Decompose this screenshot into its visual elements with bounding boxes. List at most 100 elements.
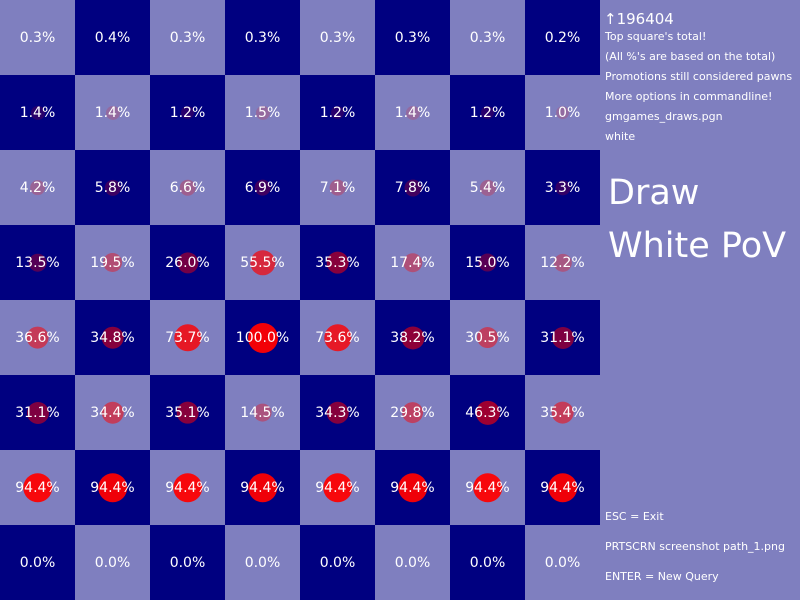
square-percentage: 5.8%: [94, 179, 131, 196]
info-line-side: white: [605, 130, 636, 143]
board-square: 0.0%: [375, 525, 450, 600]
square-percentage: 4.2%: [19, 179, 56, 196]
square-percentage: 3.3%: [544, 179, 581, 196]
top-square-total: ↑196404: [604, 10, 674, 28]
result-title: Draw: [608, 173, 700, 213]
square-percentage: 26.0%: [165, 254, 210, 271]
square-percentage: 35.1%: [165, 404, 210, 421]
square-percentage: 1.2%: [319, 104, 356, 121]
square-percentage: 55.5%: [240, 254, 285, 271]
info-line-top-square: Top square's total!: [605, 30, 707, 43]
square-percentage: 94.4%: [465, 479, 510, 496]
square-percentage: 36.6%: [15, 329, 60, 346]
board-square: 55.5%: [225, 225, 300, 300]
board-square: 0.0%: [75, 525, 150, 600]
square-percentage: 1.4%: [19, 104, 56, 121]
square-percentage: 5.4%: [469, 179, 506, 196]
square-percentage: 94.4%: [390, 479, 435, 496]
esc-exit-hint: ESC = Exit: [605, 510, 664, 523]
square-percentage: 73.6%: [315, 329, 360, 346]
square-percentage: 29.8%: [390, 404, 435, 421]
board-square: 94.4%: [0, 450, 75, 525]
board-square: 1.2%: [450, 75, 525, 150]
new-query-hint: ENTER = New Query: [605, 570, 719, 583]
square-percentage: 0.3%: [394, 29, 431, 46]
board-square: 1.4%: [75, 75, 150, 150]
info-sidebar: ↑196404 Top square's total! (All %'s are…: [600, 0, 800, 600]
board-square: 0.3%: [150, 0, 225, 75]
square-percentage: 13.5%: [15, 254, 60, 271]
board-square: 0.0%: [450, 525, 525, 600]
square-percentage: 19.5%: [90, 254, 135, 271]
square-percentage: 94.4%: [165, 479, 210, 496]
square-percentage: 0.0%: [19, 554, 56, 571]
board-square: 0.0%: [0, 525, 75, 600]
board-square: 31.1%: [525, 300, 600, 375]
square-percentage: 31.1%: [540, 329, 585, 346]
board-square: 94.4%: [225, 450, 300, 525]
board-square: 7.1%: [300, 150, 375, 225]
board-square: 38.2%: [375, 300, 450, 375]
square-percentage: 7.8%: [394, 179, 431, 196]
square-percentage: 14.5%: [240, 404, 285, 421]
board-square: 1.4%: [375, 75, 450, 150]
screenshot-hint: PRTSCRN screenshot path_1.png: [605, 540, 785, 553]
square-percentage: 35.3%: [315, 254, 360, 271]
square-percentage: 1.4%: [394, 104, 431, 121]
square-percentage: 0.0%: [394, 554, 431, 571]
square-percentage: 0.0%: [169, 554, 206, 571]
chess-heatmap-board: 0.3% 0.4% 0.3% 0.3% 0.3% 0.3% 0.3% 0.2% 1.4% 1.4%…: [0, 0, 600, 600]
square-percentage: 1.5%: [244, 104, 281, 121]
square-percentage: 0.4%: [94, 29, 131, 46]
board-square: 94.4%: [150, 450, 225, 525]
square-percentage: 34.3%: [315, 404, 360, 421]
board-square: 0.3%: [375, 0, 450, 75]
square-percentage: 1.4%: [94, 104, 131, 121]
board-square: 0.3%: [450, 0, 525, 75]
info-line-pgn-file: gmgames_draws.pgn: [605, 110, 723, 123]
board-square: 73.7%: [150, 300, 225, 375]
square-percentage: 0.0%: [244, 554, 281, 571]
square-percentage: 0.3%: [469, 29, 506, 46]
board-square: 30.5%: [450, 300, 525, 375]
board-square: 6.9%: [225, 150, 300, 225]
board-square: 34.8%: [75, 300, 150, 375]
square-percentage: 38.2%: [390, 329, 435, 346]
square-percentage: 94.4%: [315, 479, 360, 496]
square-percentage: 46.3%: [465, 404, 510, 421]
square-percentage: 31.1%: [15, 404, 60, 421]
square-percentage: 17.4%: [390, 254, 435, 271]
square-percentage: 94.4%: [15, 479, 60, 496]
board-square: 0.3%: [0, 0, 75, 75]
board-square: 1.0%: [525, 75, 600, 150]
board-square: 4.2%: [0, 150, 75, 225]
square-percentage: 94.4%: [540, 479, 585, 496]
square-percentage: 0.3%: [19, 29, 56, 46]
board-square: 0.0%: [300, 525, 375, 600]
square-percentage: 100.0%: [235, 329, 290, 346]
square-percentage: 12.2%: [540, 254, 585, 271]
info-line-promotions: Promotions still considered pawns: [605, 70, 793, 83]
board-square: 0.2%: [525, 0, 600, 75]
square-percentage: 0.2%: [544, 29, 581, 46]
board-square: 13.5%: [0, 225, 75, 300]
board-square: 94.4%: [375, 450, 450, 525]
board-square: 7.8%: [375, 150, 450, 225]
square-percentage: 35.4%: [540, 404, 585, 421]
board-square: 46.3%: [450, 375, 525, 450]
square-percentage: 34.8%: [90, 329, 135, 346]
board-square: 5.8%: [75, 150, 150, 225]
square-percentage: 0.0%: [319, 554, 356, 571]
board-square: 0.3%: [300, 0, 375, 75]
board-square: 34.3%: [300, 375, 375, 450]
square-percentage: 0.0%: [469, 554, 506, 571]
board-square: 29.8%: [375, 375, 450, 450]
board-square: 0.0%: [225, 525, 300, 600]
board-square: 3.3%: [525, 150, 600, 225]
board-square: 94.4%: [300, 450, 375, 525]
square-percentage: 0.3%: [169, 29, 206, 46]
board-square: 0.0%: [525, 525, 600, 600]
board-square: 26.0%: [150, 225, 225, 300]
board-square: 14.5%: [225, 375, 300, 450]
